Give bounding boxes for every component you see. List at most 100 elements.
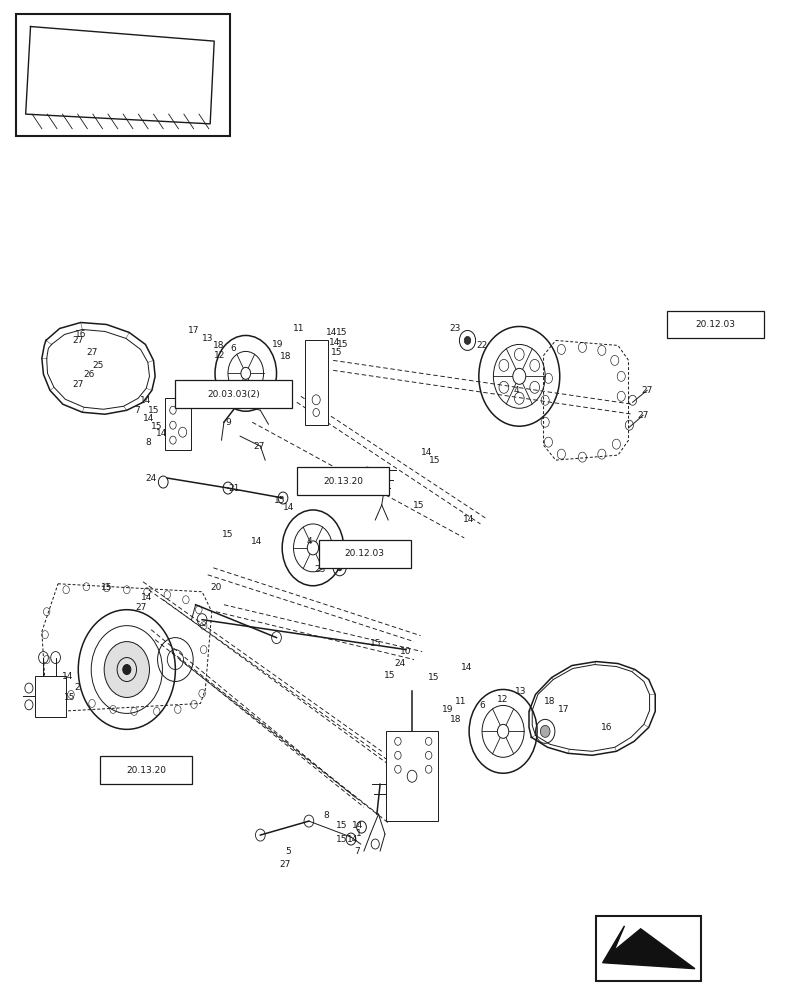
Text: 20: 20: [210, 583, 221, 592]
Text: 27: 27: [86, 348, 97, 357]
Text: 13: 13: [514, 687, 526, 696]
Text: 14: 14: [143, 414, 154, 423]
Bar: [36, 676, 66, 717]
Circle shape: [539, 725, 549, 737]
Text: 14: 14: [461, 663, 472, 672]
Text: 8: 8: [324, 811, 329, 820]
Circle shape: [307, 541, 318, 555]
Circle shape: [241, 367, 251, 379]
Text: 15: 15: [335, 821, 346, 830]
FancyBboxPatch shape: [318, 540, 410, 568]
Text: 15: 15: [148, 406, 159, 415]
Text: 15: 15: [273, 496, 285, 505]
Text: 27: 27: [279, 860, 290, 869]
Text: 20.12.03: 20.12.03: [695, 320, 735, 329]
Text: 14: 14: [251, 537, 263, 546]
Text: 22: 22: [331, 549, 342, 558]
Text: 15: 15: [384, 671, 395, 680]
Text: 11: 11: [293, 324, 305, 333]
Text: 19: 19: [272, 340, 284, 349]
Text: 6: 6: [230, 344, 235, 353]
Text: 27: 27: [72, 336, 84, 345]
Text: 15: 15: [64, 693, 76, 702]
Text: 10: 10: [400, 647, 411, 656]
Text: 3: 3: [377, 488, 383, 497]
Text: 25: 25: [92, 361, 104, 370]
Text: 4: 4: [307, 537, 312, 546]
Circle shape: [104, 642, 149, 697]
Text: 9: 9: [225, 418, 230, 427]
Text: 14: 14: [62, 672, 73, 681]
Text: 15: 15: [335, 328, 346, 337]
FancyBboxPatch shape: [296, 467, 388, 495]
Text: 14: 14: [463, 515, 474, 524]
Text: 13: 13: [202, 334, 213, 343]
Text: 12: 12: [214, 351, 225, 360]
Bar: [304, 340, 327, 425]
Text: 15: 15: [429, 456, 440, 465]
Text: 27: 27: [641, 386, 652, 395]
Text: 14: 14: [141, 593, 152, 602]
Text: 14: 14: [421, 448, 432, 457]
Polygon shape: [602, 926, 694, 969]
Text: 17: 17: [188, 326, 200, 335]
Text: 7: 7: [135, 406, 140, 415]
Text: 24: 24: [394, 659, 406, 668]
Text: 23: 23: [448, 324, 460, 333]
Circle shape: [122, 665, 131, 675]
Text: 27: 27: [637, 411, 648, 420]
Circle shape: [497, 724, 508, 738]
Text: 24: 24: [145, 474, 157, 483]
FancyBboxPatch shape: [175, 380, 291, 408]
Text: 27: 27: [135, 603, 146, 612]
Text: 17: 17: [557, 705, 569, 714]
Text: 5: 5: [285, 847, 290, 856]
Bar: [385, 731, 438, 821]
Text: 15: 15: [337, 340, 348, 349]
Bar: [595, 916, 701, 981]
Bar: [165, 398, 191, 450]
Text: 1: 1: [356, 829, 362, 838]
FancyBboxPatch shape: [100, 756, 192, 784]
Text: 27: 27: [72, 380, 84, 389]
Text: 14: 14: [346, 835, 358, 844]
Text: 14: 14: [328, 338, 340, 347]
Text: 12: 12: [497, 695, 508, 704]
Text: 11: 11: [455, 697, 466, 706]
Text: 27: 27: [366, 468, 377, 477]
Text: 15: 15: [330, 348, 341, 357]
Text: 15: 15: [413, 501, 424, 510]
Text: 20.03.03(2): 20.03.03(2): [207, 390, 260, 399]
Text: 7: 7: [354, 847, 360, 856]
Circle shape: [337, 565, 341, 571]
Text: 14: 14: [282, 503, 294, 512]
Text: 15: 15: [101, 583, 112, 592]
Text: 15: 15: [369, 639, 380, 648]
Text: 16: 16: [75, 330, 86, 339]
Text: 14: 14: [351, 821, 363, 830]
Text: 18: 18: [212, 341, 224, 350]
Text: 2: 2: [75, 683, 80, 692]
Text: 26: 26: [83, 370, 94, 379]
Text: 8: 8: [146, 438, 152, 447]
Text: 18: 18: [450, 715, 461, 724]
Text: 18: 18: [543, 697, 555, 706]
Text: 23: 23: [314, 565, 325, 574]
Text: 6: 6: [478, 701, 484, 710]
Text: 15: 15: [222, 530, 234, 539]
Text: 15: 15: [335, 835, 346, 844]
Text: 18: 18: [279, 352, 291, 361]
Text: 20.13.20: 20.13.20: [323, 477, 363, 486]
Text: 14: 14: [325, 328, 337, 337]
FancyBboxPatch shape: [666, 311, 763, 338]
Text: 14: 14: [139, 396, 151, 405]
Text: 4: 4: [513, 386, 518, 395]
Circle shape: [464, 336, 470, 344]
Text: 16: 16: [600, 723, 611, 732]
Text: 21: 21: [229, 484, 240, 493]
Circle shape: [513, 368, 525, 384]
Text: 14: 14: [156, 429, 167, 438]
Text: 15: 15: [427, 673, 439, 682]
Text: 20.13.20: 20.13.20: [126, 766, 166, 775]
Text: 20.12.03: 20.12.03: [345, 549, 384, 558]
